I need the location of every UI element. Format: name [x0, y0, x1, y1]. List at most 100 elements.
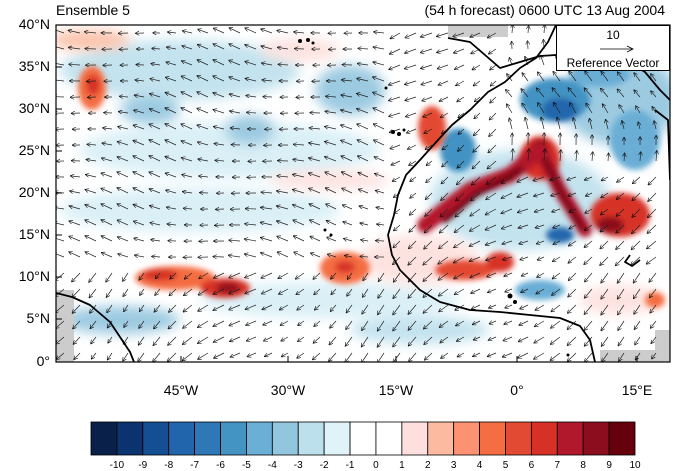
colorbar-swatch	[556, 421, 584, 456]
wind-vector	[261, 222, 273, 226]
wind-vector	[56, 207, 65, 209]
wind-vector	[263, 320, 273, 325]
wind-vector	[229, 60, 241, 66]
wind-vector	[568, 88, 577, 98]
wind-vector	[490, 112, 497, 120]
wind-vector	[454, 240, 465, 248]
wind-vector	[423, 112, 433, 117]
wind-vector	[553, 240, 561, 244]
wind-vector	[343, 222, 353, 226]
wind-vector	[229, 255, 241, 257]
wind-vector	[329, 336, 337, 345]
wind-vector	[441, 352, 449, 358]
wind-vector	[502, 224, 513, 229]
wind-vector	[373, 47, 385, 49]
wind-vector	[92, 352, 97, 359]
wind-vector	[326, 221, 337, 226]
wind-vector	[584, 240, 593, 247]
wind-vector	[198, 45, 209, 50]
wind-vector	[507, 104, 513, 114]
wind-vector	[106, 288, 113, 297]
wind-vector	[491, 80, 497, 86]
wind-vector	[150, 206, 161, 210]
wind-vector	[360, 223, 369, 225]
wind-vector	[117, 157, 129, 162]
wind-vector	[261, 253, 273, 258]
wind-vector	[421, 80, 433, 85]
wind-vector	[619, 105, 625, 114]
wind-vector	[133, 188, 145, 194]
wind-vector	[245, 62, 257, 66]
wind-vector	[279, 288, 289, 294]
wind-vector	[90, 304, 97, 313]
wind-vector	[345, 352, 353, 362]
wind-vector	[341, 156, 353, 162]
wind-vector	[553, 272, 561, 279]
wind-vector	[601, 304, 609, 315]
wind-vector	[101, 173, 113, 178]
wind-vector	[408, 144, 417, 149]
wind-vector	[631, 256, 641, 265]
wind-vector	[229, 94, 241, 98]
wind-vector	[166, 173, 177, 178]
wind-vector	[362, 304, 369, 314]
wind-vector	[181, 76, 193, 82]
wind-vector	[474, 80, 481, 86]
wind-vector	[119, 112, 129, 113]
wind-vector	[297, 304, 305, 310]
wind-vector	[373, 92, 385, 98]
wind-vector	[502, 176, 513, 183]
wind-vector	[169, 304, 177, 312]
wind-vector	[617, 89, 625, 98]
wind-vector	[551, 192, 561, 196]
coastline-layer	[56, 25, 670, 362]
wind-vector	[423, 272, 433, 281]
wind-vector	[293, 190, 305, 194]
wind-vector	[489, 304, 497, 308]
wind-vector	[457, 336, 465, 341]
wind-vector	[156, 272, 161, 279]
wind-vector	[489, 128, 497, 136]
wind-vector	[214, 352, 225, 358]
wind-vector	[486, 240, 497, 245]
colorbar-swatch	[168, 421, 196, 456]
wind-vector	[197, 108, 209, 114]
wind-vector	[377, 224, 385, 225]
wind-vector	[522, 103, 529, 114]
wind-vector	[342, 172, 353, 178]
wind-vector	[149, 189, 161, 194]
wind-vector	[245, 28, 257, 34]
wind-vector	[440, 336, 449, 343]
wind-vector	[503, 352, 513, 357]
wind-vector	[165, 108, 177, 114]
wind-vector	[182, 61, 193, 66]
wind-vector	[472, 304, 481, 309]
wind-vector	[619, 352, 625, 361]
wind-vector	[617, 272, 625, 283]
wind-vector	[538, 103, 545, 114]
wind-vector	[149, 172, 161, 178]
wind-vector	[280, 320, 289, 325]
wind-vector	[550, 176, 561, 180]
wind-vector	[102, 158, 113, 162]
wind-vector	[309, 188, 321, 194]
wind-vector	[310, 236, 321, 242]
wind-vector	[346, 304, 353, 313]
wind-vector	[230, 352, 241, 357]
wind-vector	[576, 151, 577, 162]
wind-vector	[453, 32, 465, 37]
wind-vector	[393, 176, 401, 181]
wind-vector	[140, 304, 145, 311]
wind-vector	[486, 208, 497, 215]
wind-vector	[297, 352, 305, 358]
wind-vector	[569, 71, 577, 82]
wind-vector	[535, 304, 545, 310]
wind-vector	[56, 223, 65, 226]
wind-vector	[455, 208, 465, 217]
wind-vector	[633, 272, 641, 283]
wind-vector	[123, 288, 129, 296]
colorbar-tick-label: 8	[580, 460, 586, 471]
wind-vector	[313, 272, 321, 279]
wind-vector	[551, 320, 561, 328]
wind-vector	[198, 288, 209, 295]
